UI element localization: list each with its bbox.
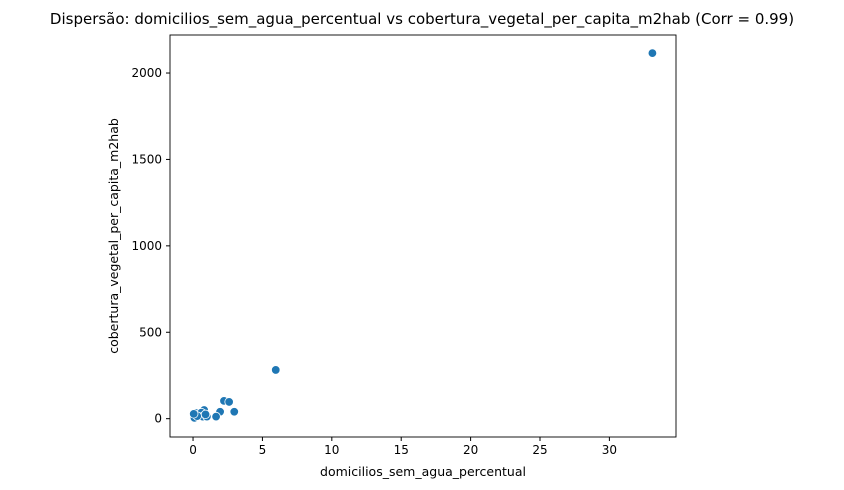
x-tick-label: 15 [394,443,409,457]
data-point [224,397,234,407]
x-axis-label: domicilios_sem_agua_percentual [320,464,526,479]
x-tick-label: 0 [189,443,197,457]
x-tick-label: 5 [259,443,267,457]
data-point [189,409,199,419]
x-tick-label: 30 [602,443,617,457]
y-tick-label: 2000 [131,66,162,80]
x-tick-label: 20 [463,443,478,457]
data-point [200,409,211,420]
x-tick-label: 25 [532,443,547,457]
y-tick-label: 0 [154,412,162,426]
y-axis-label: cobertura_vegetal_per_capita_m2hab [106,118,121,354]
chart-title: Dispersão: domicilios_sem_agua_percentua… [50,10,794,29]
data-point [647,48,658,58]
y-tick-label: 500 [139,325,162,339]
y-tick-label: 1000 [131,239,162,253]
data-point [211,411,221,422]
data-point [229,407,239,417]
plot-frame [169,34,677,438]
data-point [271,365,281,375]
y-tick-label: 1500 [131,152,162,166]
x-tick-label: 10 [324,443,339,457]
